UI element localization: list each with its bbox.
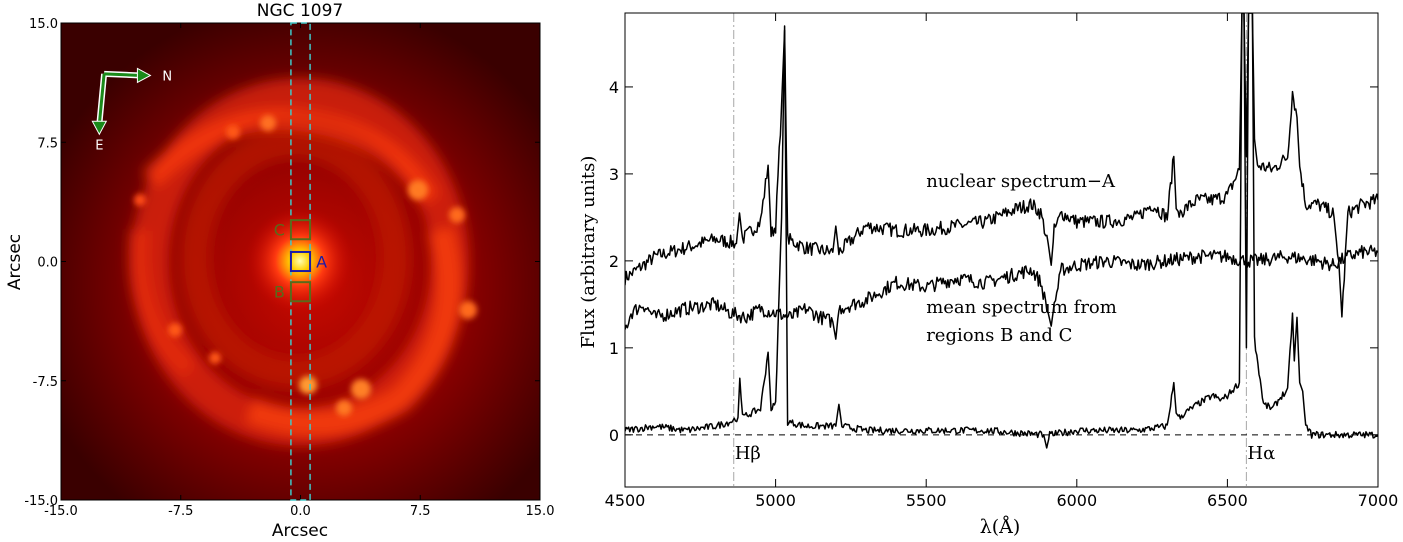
- reference-lines: Hβ Hα: [625, 13, 1378, 487]
- spectrum-line-2: [625, 244, 1378, 340]
- image-y-axis-label: Arcsec: [5, 234, 25, 290]
- spectrum-line-1: [625, 13, 1378, 318]
- spectrum-y-tick-label: 0: [609, 426, 619, 445]
- image-x-tick-label: -7.5: [168, 504, 193, 519]
- compass-east-label: E: [95, 138, 103, 153]
- region-label-b: B: [274, 283, 285, 302]
- spectrum-x-tick-label: 4500: [605, 491, 646, 510]
- region-box-a: [289, 250, 312, 273]
- spectrum-ticks: 4500 5000 5500 6000 6500 7000 0 1 2 3 4: [605, 13, 1399, 510]
- spectrum-annotation: regions B and C: [926, 325, 1072, 346]
- image-y-tick-label: 7.5: [37, 136, 58, 151]
- spectrum-x-tick-label: 7000: [1358, 491, 1399, 510]
- compass-north-arrow: [104, 72, 141, 77]
- galaxy-image-panel: NGC 1097: [5, 1, 554, 541]
- image-x-tick-label: -15.0: [44, 504, 78, 519]
- spectrum-y-tick-label: 3: [609, 165, 619, 184]
- spectrum-line-3: [625, 13, 1378, 449]
- plot-frame: [624, 12, 1379, 488]
- spectrum-y-tick-label: 4: [609, 78, 619, 97]
- region-label-c: C: [274, 221, 285, 240]
- hii-knots: [134, 115, 477, 416]
- compass-east-arrow: [97, 73, 106, 125]
- image-y-tick-label: 0.0: [37, 256, 58, 271]
- spectrum-y-tick-label: 2: [609, 252, 619, 271]
- image-y-tick-label: -7.5: [33, 375, 58, 390]
- image-x-tick-label: 0.0: [290, 504, 311, 519]
- spectrum-x-axis-label: λ(Å): [980, 516, 1021, 538]
- reference-line-label: Hα: [1247, 443, 1275, 464]
- spectrum-y-axis-label: Flux (arbitrary units): [578, 156, 599, 349]
- galaxy-nucleus: [245, 206, 355, 316]
- region-box-c: [289, 219, 312, 241]
- image-x-tick-label: 15.0: [526, 504, 555, 519]
- image-y-tick-label: 15.0: [29, 17, 58, 32]
- spectrum-x-tick-label: 5000: [755, 491, 796, 510]
- galaxy-arms: [128, 78, 469, 446]
- region-box-b: [289, 281, 312, 303]
- spectrum-x-tick-label: 6500: [1207, 491, 1248, 510]
- compass-east-arrowhead: [91, 120, 108, 136]
- spectrum-y-tick-label: 1: [609, 339, 619, 358]
- spectrum-panel: Hβ Hα 4500 5000 5500 6000 6500 7000 0 1 2 3 4 nucle…: [578, 12, 1399, 538]
- image-y-tick-label: -15.0: [24, 494, 58, 509]
- region-label-a: A: [316, 253, 327, 272]
- spectrum-x-tick-label: 5500: [906, 491, 947, 510]
- galaxy-image: [61, 23, 540, 500]
- reference-line-label: Hβ: [735, 443, 761, 464]
- image-overlay: A B C N E: [91, 22, 327, 501]
- compass-north-label: N: [162, 69, 172, 84]
- spectrum-series: [625, 13, 1378, 449]
- spectrum-annotations: nuclear spectrum−A mean spectrum from regi…: [926, 171, 1117, 346]
- image-x-tick-label: 7.5: [410, 504, 431, 519]
- spectrum-annotation: nuclear spectrum−A: [926, 171, 1116, 192]
- compass-north-arrowhead: [136, 67, 152, 84]
- image-title: NGC 1097: [257, 1, 343, 21]
- spectrum-annotation: mean spectrum from: [926, 297, 1117, 318]
- image-x-axis-label: Arcsec: [272, 521, 328, 541]
- image-ticks: -15.0 -7.5 0.0 7.5 15.0 -15.0 -7.5 0.0 7.5 15.0: [24, 17, 554, 519]
- spectrum-x-tick-label: 6000: [1056, 491, 1097, 510]
